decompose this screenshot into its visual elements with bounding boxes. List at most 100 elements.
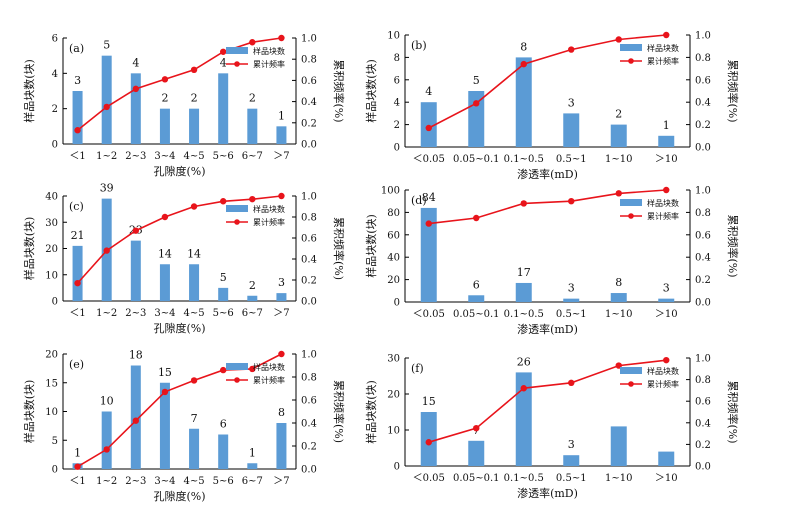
x-tick-label: 4~5 xyxy=(184,151,205,162)
x-tick-label: 1~2 xyxy=(96,151,117,162)
bar-b-0 xyxy=(420,102,437,147)
y2-tick-label: 0.2 xyxy=(695,440,711,451)
y-tick-label: 40 xyxy=(387,253,400,264)
y-axis-title: 样品块数(块) xyxy=(364,380,378,444)
x-tick-label: 0.1~0.5 xyxy=(504,473,544,484)
cumulative-point xyxy=(249,195,256,203)
legend-line-marker xyxy=(234,219,240,225)
bar-data-label: 17 xyxy=(517,266,531,279)
cumulative-point xyxy=(473,425,480,432)
bar-f-0 xyxy=(420,412,437,466)
y-tick-label: 80 xyxy=(387,208,400,219)
x-tick-label: ＜1 xyxy=(69,476,85,487)
bar-d-5 xyxy=(658,298,675,302)
cumulative-point xyxy=(425,124,432,132)
x-tick-label: ＜0.05 xyxy=(413,309,445,320)
cumulative-point xyxy=(520,200,527,207)
cumulative-point xyxy=(615,190,622,197)
y-tick-label: 0 xyxy=(394,143,400,154)
cumulative-point xyxy=(161,76,169,83)
chart-panel-c: 0 10 20 30 40 0.0 0.2 0.4 0.6 0.8 1.0 21 ＜1 39 1~2 2 3 2~… xyxy=(22,182,346,335)
bar-data-label: 3 xyxy=(568,282,575,295)
y2-tick-label: 0.0 xyxy=(695,462,711,473)
bar-data-label: 6 xyxy=(220,418,227,431)
y2-axis-title: 累积频率(%) xyxy=(726,380,740,443)
bar-b-4 xyxy=(610,124,627,147)
legend-bar-swatch xyxy=(620,367,642,374)
y-tick-label: 0 xyxy=(394,462,400,473)
y2-tick-label: 1.0 xyxy=(695,186,711,197)
legend-line-marker xyxy=(234,61,240,67)
panel-label: (c) xyxy=(69,200,84,213)
x-tick-label: 0.5~1 xyxy=(556,154,587,165)
y2-tick-label: 0.2 xyxy=(301,442,317,453)
legend-line-label: 累计频率 xyxy=(647,211,679,221)
bar-b-5 xyxy=(658,135,675,147)
panel-label: (b) xyxy=(411,39,427,52)
x-tick-label: 2~3 xyxy=(125,476,146,487)
y-axis-title: 样品块数(块) xyxy=(22,59,36,123)
cumulative-point xyxy=(190,66,198,74)
x-tick-label: 1~10 xyxy=(605,473,632,484)
bar-data-label: 1 xyxy=(249,446,256,459)
x-tick-label: ＜0.05 xyxy=(413,473,445,484)
y2-tick-label: 0.0 xyxy=(301,297,317,308)
bar-data-label: 84 xyxy=(422,191,436,204)
legend-bar-label: 样品块数 xyxy=(253,362,285,372)
x-tick-label: ＜1 xyxy=(69,308,85,319)
y2-tick-label: 0.4 xyxy=(301,255,317,266)
bar-data-label: 3 xyxy=(74,74,81,87)
bar-c-6 xyxy=(247,295,258,301)
bar-data-label: 4 xyxy=(220,56,227,69)
bar-b-3 xyxy=(563,113,580,147)
y-tick-label: 6 xyxy=(52,34,58,45)
y2-tick-label: 1.0 xyxy=(301,192,317,203)
cumulative-point xyxy=(219,366,227,374)
legend-line-marker xyxy=(628,381,634,387)
cumulative-line-f xyxy=(428,359,667,443)
legend-line-label: 累计频率 xyxy=(647,379,679,389)
x-tick-label: 1~10 xyxy=(605,309,632,320)
bar-data-label: 2 xyxy=(249,92,256,105)
y-tick-label: 0 xyxy=(394,298,400,309)
bar-d-0 xyxy=(420,207,437,302)
x-tick-label: 0.05~0.1 xyxy=(453,309,500,320)
bar-data-label: 1 xyxy=(663,119,670,132)
cumulative-point xyxy=(249,39,256,46)
legend-line-label: 累计频率 xyxy=(253,59,285,69)
bar-c-3 xyxy=(159,264,170,301)
x-axis-title: 孔隙度(%) xyxy=(153,321,205,335)
y2-tick-label: 1.0 xyxy=(301,350,317,361)
y-tick-label: 10 xyxy=(387,31,400,42)
cumulative-line-b xyxy=(428,34,667,129)
y-tick-label: 60 xyxy=(387,230,400,241)
bar-data-label: 8 xyxy=(278,406,285,419)
x-tick-label: 0.1~0.5 xyxy=(504,309,544,320)
y2-tick-label: 0.2 xyxy=(695,275,711,286)
legend-bar-swatch xyxy=(226,205,248,212)
bar-c-4 xyxy=(189,264,200,301)
y2-tick-label: 0.8 xyxy=(301,55,317,66)
bar-data-label: 4 xyxy=(132,56,139,69)
x-tick-label: 5~6 xyxy=(213,476,234,487)
y2-tick-label: 1.0 xyxy=(301,34,317,45)
x-axis-title: 渗透率(mD) xyxy=(517,322,578,336)
x-tick-label: 6~7 xyxy=(242,151,263,162)
bar-e-5 xyxy=(218,434,229,469)
x-tick-label: 2~3 xyxy=(125,151,146,162)
y-tick-label: 0 xyxy=(52,140,58,151)
legend-bar-swatch xyxy=(226,47,248,54)
bar-data-label: 4 xyxy=(425,85,432,98)
cumulative-point xyxy=(219,198,227,205)
legend-bar-swatch xyxy=(620,44,642,51)
bar-e-4 xyxy=(189,428,200,469)
chart-panel-d: 0 20 40 60 80 100 0.0 0.2 0.4 0.6 0.8 1.0 84 ＜0.05 6 0.… xyxy=(364,186,740,337)
bar-data-label: 3 xyxy=(278,276,285,289)
y-tick-label: 10 xyxy=(45,270,58,281)
x-tick-label: 1~10 xyxy=(605,154,632,165)
bar-data-label: 3 xyxy=(663,282,670,295)
legend-bar-swatch xyxy=(620,199,642,206)
chart-panel-f: 01020300.00.20.40.60.81.015＜0.0570.05~0.… xyxy=(364,354,740,501)
y2-tick-label: 0.2 xyxy=(301,118,317,129)
cumulative-point xyxy=(161,213,169,221)
